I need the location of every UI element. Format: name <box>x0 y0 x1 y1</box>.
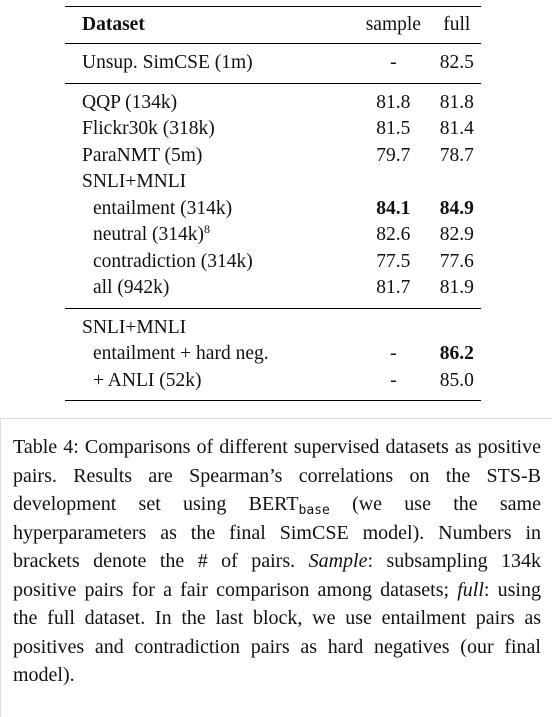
cell-text: 81.7 <box>376 277 411 298</box>
cell-text: 84.9 <box>439 197 474 219</box>
score-cell <box>354 308 432 341</box>
cell-text: 82.9 <box>439 224 474 245</box>
caption-text: : using the full dataset. In the last bl… <box>13 578 541 687</box>
cell-text: + ANLI (52k) <box>93 369 202 391</box>
score-cell: 82.6 <box>354 222 432 249</box>
cell-text: SNLI+MNLI <box>82 316 187 338</box>
table-row: Flickr30k (318k) 81.5 81.4 <box>65 116 481 143</box>
score-cell <box>354 169 432 196</box>
caption-text: full <box>457 578 484 601</box>
cell-text: 79.7 <box>376 144 411 166</box>
score-cell: - <box>354 341 432 368</box>
cell-text: - <box>390 369 397 391</box>
cell-text: Flickr30k (318k) <box>82 118 215 139</box>
score-cell: 81.5 <box>354 116 432 143</box>
cell-text: Unsup. SimCSE (1m) <box>82 52 253 73</box>
cell-text: ParaNMT (5m) <box>82 144 203 166</box>
table-row: SNLI+MNLI <box>65 308 481 341</box>
caption-text: : subsampling 134k positive pairs for a … <box>13 550 542 601</box>
score-cell: 81.9 <box>433 275 481 308</box>
score-cell: 82.9 <box>433 222 481 249</box>
score-cell: 78.7 <box>433 143 481 170</box>
footnote-mark: 8 <box>204 222 211 236</box>
table-row: all (942k) 81.7 81.9 <box>65 275 481 308</box>
score-cell: 82.5 <box>433 44 481 84</box>
cell-text: neutral (314k) <box>93 224 205 245</box>
cell-text: 85.0 <box>439 369 474 391</box>
dataset-cell: Flickr30k (318k) <box>65 116 354 143</box>
cell-text: - <box>390 343 397 364</box>
caption-text: Table 4: Comparisons of different superv… <box>13 436 541 515</box>
cell-text: all (942k) <box>93 277 170 298</box>
cell-text: 81.9 <box>439 277 474 298</box>
dataset-cell: + ANLI (52k) <box>65 368 354 401</box>
score-cell: 84.9 <box>433 196 481 223</box>
dataset-cell: SNLI+MNLI <box>65 308 354 341</box>
table-header: Dataset sample full <box>65 6 481 44</box>
score-cell <box>433 169 481 196</box>
table-block: SNLI+MNLI entailment + hard neg. - 86.2 + AN… <box>65 308 481 401</box>
score-cell: 85.0 <box>433 368 481 401</box>
table-row: entailment (314k) 84.1 84.9 <box>65 196 481 223</box>
cell-text: 81.4 <box>439 118 474 139</box>
dataset-cell: entailment (314k) <box>65 196 354 223</box>
table-block: QQP (134k) 81.8 81.8 Flickr30k (318k) 81.5 81… <box>65 83 481 308</box>
table-row: SNLI+MNLI <box>65 169 481 196</box>
score-cell: - <box>354 44 432 84</box>
table-row: entailment + hard neg. - 86.2 <box>65 341 481 368</box>
table-caption: Table 4: Comparisons of different superv… <box>0 418 552 717</box>
table-block: Unsup. SimCSE (1m) - 82.5 <box>65 44 481 84</box>
caption-text: Sample <box>308 550 368 572</box>
table-row: QQP (134k) 81.8 81.8 <box>65 83 481 116</box>
score-cell: 86.2 <box>433 341 481 368</box>
cell-text: contradiction (314k) <box>93 250 253 272</box>
table-row: neutral (314k)8 82.6 82.9 <box>65 222 481 249</box>
score-cell: 79.7 <box>354 143 432 170</box>
score-cell: 81.7 <box>354 275 432 308</box>
dataset-cell: entailment + hard neg. <box>65 341 354 368</box>
cell-text: 77.6 <box>439 250 474 272</box>
dataset-cell: Unsup. SimCSE (1m) <box>65 44 354 84</box>
dataset-cell: neutral (314k)8 <box>65 222 354 249</box>
header-row: Dataset sample full <box>65 6 481 44</box>
cell-text: 77.5 <box>376 250 411 272</box>
table-row: Unsup. SimCSE (1m) - 82.5 <box>65 44 481 84</box>
header-cell: full <box>443 13 471 35</box>
cell-text: SNLI+MNLI <box>82 171 187 192</box>
cell-text: 81.8 <box>376 91 411 113</box>
cell-text: entailment (314k) <box>93 197 233 219</box>
dataset-cell: ParaNMT (5m) <box>65 143 354 170</box>
score-cell: 81.4 <box>433 116 481 143</box>
cell-text: 82.6 <box>376 224 411 245</box>
dataset-cell: contradiction (314k) <box>65 249 354 276</box>
caption-text: base <box>298 503 330 518</box>
score-cell: 84.1 <box>354 196 432 223</box>
dataset-cell: SNLI+MNLI <box>65 169 354 196</box>
cell-text: 81.5 <box>376 118 411 139</box>
cell-text: 81.8 <box>439 91 474 113</box>
cell-text: entailment + hard neg. <box>93 343 269 364</box>
cell-text: 82.5 <box>439 52 474 73</box>
cell-text: 78.7 <box>439 144 474 166</box>
caption-text: (we use the same hyperparameters as the … <box>13 493 541 572</box>
table-row: contradiction (314k) 77.5 77.6 <box>65 249 481 276</box>
table-row: ParaNMT (5m) 79.7 78.7 <box>65 143 481 170</box>
header-cell: sample <box>365 13 421 35</box>
score-cell <box>433 308 481 341</box>
cell-text: - <box>390 52 397 73</box>
cell-text: QQP (134k) <box>82 91 178 113</box>
header-cell: Dataset <box>82 13 145 35</box>
page: Dataset sample full Unsup. SimCSE (1m) - 8… <box>0 6 552 717</box>
cell-text: 86.2 <box>439 343 474 364</box>
dataset-cell: QQP (134k) <box>65 83 354 116</box>
score-cell: 81.8 <box>433 83 481 116</box>
results-table: Dataset sample full Unsup. SimCSE (1m) - 8… <box>65 6 481 401</box>
table-row: + ANLI (52k) - 85.0 <box>65 368 481 401</box>
score-cell: 77.6 <box>433 249 481 276</box>
score-cell: 77.5 <box>354 249 432 276</box>
score-cell: 81.8 <box>354 83 432 116</box>
score-cell: - <box>354 368 432 401</box>
cell-text: 84.1 <box>376 197 411 219</box>
dataset-cell: all (942k) <box>65 275 354 308</box>
